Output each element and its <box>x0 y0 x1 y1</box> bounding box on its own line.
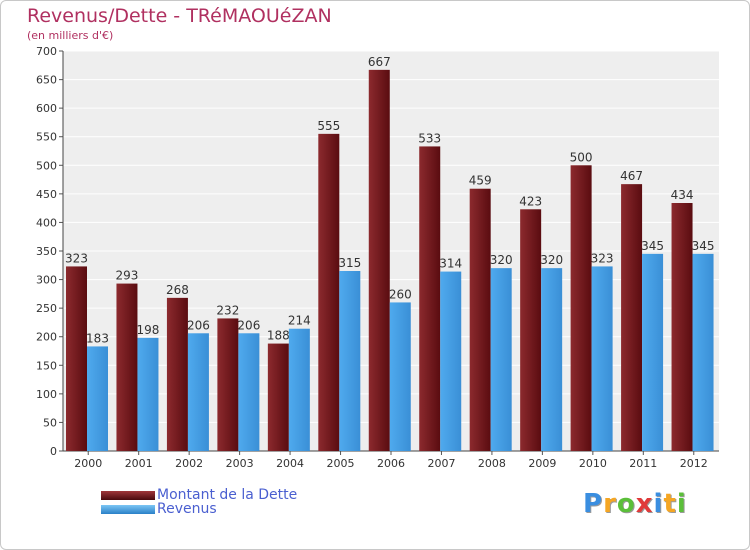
x-tick-label: 2010 <box>579 457 607 470</box>
bar-revenus <box>187 333 209 451</box>
proxiti-logo: Proxiti <box>583 489 687 519</box>
bar-dette <box>368 69 390 451</box>
y-tick-label: 500 <box>36 159 57 172</box>
x-tick-label: 2007 <box>427 457 455 470</box>
x-tick-label: 2006 <box>377 457 405 470</box>
bar-revenus <box>490 268 512 451</box>
data-label-revenus: 206 <box>187 318 210 332</box>
x-tick-label: 2009 <box>528 457 556 470</box>
logo-letter: t <box>663 489 677 519</box>
data-label-revenus: 323 <box>591 251 614 265</box>
y-tick-label: 650 <box>36 74 57 87</box>
x-tick-label: 2008 <box>478 457 506 470</box>
legend-item-dette: Montant de la Dette <box>101 487 297 503</box>
x-tick-label: 2011 <box>629 457 657 470</box>
data-label-dette: 555 <box>317 119 340 133</box>
data-label-dette: 423 <box>519 194 542 208</box>
y-tick-label: 400 <box>36 216 57 229</box>
y-tick-label: 250 <box>36 302 57 315</box>
data-label-revenus: 315 <box>338 256 361 270</box>
data-label-revenus: 314 <box>439 257 462 271</box>
bar-dette <box>318 133 340 451</box>
y-tick-label: 100 <box>36 388 57 401</box>
logo-letter: x <box>635 489 654 519</box>
y-tick-label: 700 <box>36 45 57 58</box>
logo-letter: r <box>603 489 617 519</box>
bar-revenus <box>87 346 108 451</box>
bar-revenus <box>137 337 159 451</box>
x-tick-label: 2012 <box>680 457 708 470</box>
data-label-dette: 232 <box>216 303 239 317</box>
bar-revenus <box>541 268 563 451</box>
bar-dette <box>469 188 491 451</box>
bar-dette <box>419 146 441 451</box>
logo-letter: o <box>616 489 636 519</box>
y-tick-label: 600 <box>36 102 57 115</box>
legend-label-revenus: Revenus <box>157 501 217 517</box>
x-tick-label: 2000 <box>74 457 102 470</box>
bar-revenus <box>339 271 361 451</box>
x-tick-label: 2001 <box>125 457 153 470</box>
bar-revenus <box>692 253 714 451</box>
data-label-revenus: 206 <box>237 318 260 332</box>
bar-dette <box>217 318 239 451</box>
bar-dette <box>267 343 289 451</box>
data-label-revenus: 320 <box>540 253 563 267</box>
legend-swatch-dette <box>101 490 155 500</box>
data-label-revenus: 345 <box>641 239 664 253</box>
logo-letter: P <box>583 489 604 519</box>
data-label-dette: 459 <box>469 174 492 188</box>
data-label-revenus: 320 <box>490 253 513 267</box>
y-tick-label: 150 <box>36 359 57 372</box>
data-label-dette: 533 <box>418 131 441 145</box>
data-label-dette: 188 <box>267 329 290 343</box>
data-label-revenus: 214 <box>288 314 311 328</box>
data-label-dette: 667 <box>368 55 391 69</box>
chart-title: Revenus/Dette - TRéMAOUéZAN <box>27 5 332 27</box>
bar-revenus <box>389 302 411 451</box>
legend-label-dette: Montant de la Dette <box>157 487 298 503</box>
data-label-dette: 434 <box>671 188 694 202</box>
data-label-dette: 500 <box>570 150 593 164</box>
bar-dette <box>671 203 693 451</box>
bar-dette <box>621 184 643 451</box>
data-label-dette: 323 <box>65 251 88 265</box>
bar-dette <box>66 266 87 451</box>
y-tick-label: 450 <box>36 188 57 201</box>
bar-dette <box>116 283 138 451</box>
data-label-revenus: 345 <box>692 239 715 253</box>
bar-revenus <box>440 271 462 451</box>
data-label-revenus: 198 <box>137 323 160 337</box>
logo-letter: i <box>653 489 664 519</box>
bar-revenus <box>288 328 310 451</box>
y-tick-label: 300 <box>36 274 57 287</box>
bar-revenus <box>238 333 260 451</box>
y-tick-label: 550 <box>36 131 57 144</box>
bar-revenus <box>591 266 613 451</box>
legend-item-revenus: Revenus <box>101 501 217 517</box>
bar-dette <box>520 209 542 451</box>
y-tick-label: 350 <box>36 245 57 258</box>
x-tick-label: 2004 <box>276 457 304 470</box>
data-label-dette: 467 <box>620 169 643 183</box>
chart-subtitle: (en milliers d'€) <box>27 29 114 42</box>
y-tick-label: 0 <box>50 445 57 458</box>
legend-swatch-revenus <box>101 504 155 514</box>
y-tick-label: 50 <box>43 416 57 429</box>
data-label-dette: 268 <box>166 283 189 297</box>
x-tick-label: 2005 <box>327 457 355 470</box>
data-label-revenus: 183 <box>86 331 109 345</box>
data-label-dette: 293 <box>116 269 139 283</box>
bar-dette <box>570 165 592 452</box>
x-tick-label: 2003 <box>226 457 254 470</box>
y-tick-label: 200 <box>36 331 57 344</box>
logo-letter: i <box>676 489 687 519</box>
x-tick-label: 2002 <box>175 457 203 470</box>
bar-dette <box>166 297 188 451</box>
bar-revenus <box>642 253 664 451</box>
data-label-revenus: 260 <box>389 287 412 301</box>
